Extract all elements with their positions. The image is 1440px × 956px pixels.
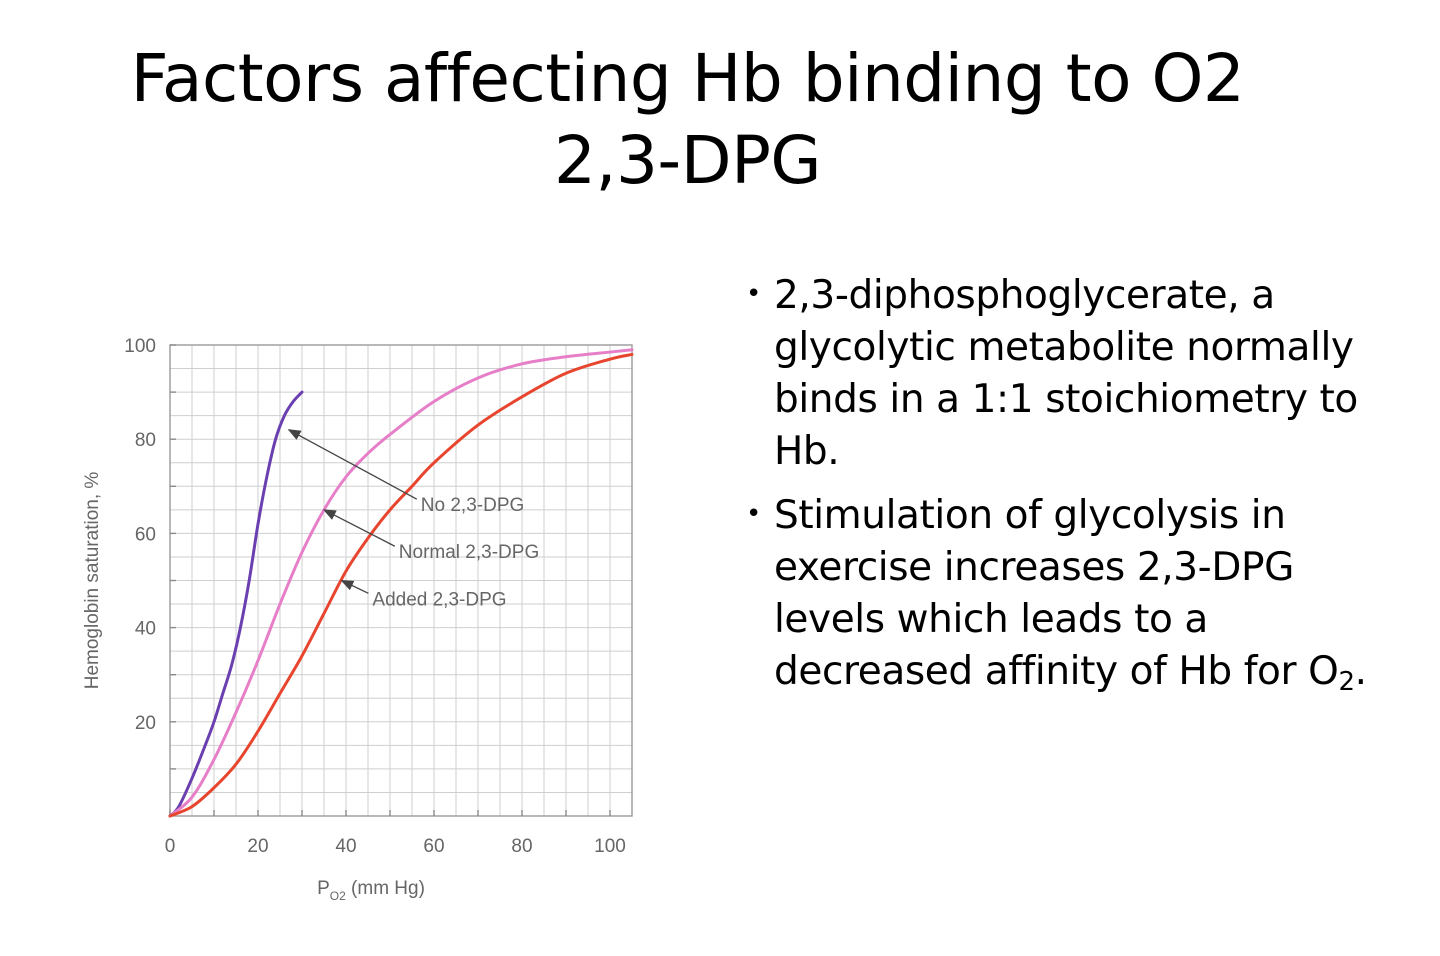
bullet-item-1: • 2,3-diphosphoglycerate, a glycolytic me… — [712, 268, 1412, 478]
y-tick-label: 80 — [135, 430, 156, 451]
title-line-2: 2,3-DPG — [553, 122, 822, 199]
x-tick-label: 20 — [247, 836, 268, 857]
bullet-subscript: 2 — [1338, 667, 1355, 697]
series-line-3 — [168, 352, 634, 818]
annotation-arrow-1 — [287, 429, 418, 500]
y-tick-label: 100 — [124, 336, 156, 357]
annotation-label-1: No 2,3-DPG — [421, 495, 524, 516]
annotation-label-2: Normal 2,3-DPG — [399, 542, 539, 563]
x-tick-label: 80 — [511, 836, 532, 857]
bullet-dot: • — [746, 499, 761, 529]
bullet-text-1: 2,3-diphosphoglycerate, a glycolytic met… — [774, 273, 1358, 474]
y-tick-label: 40 — [135, 619, 156, 640]
chart-svg: 0 20 40 60 80 100 20 40 60 80 100 Hemoglobin satura… — [82, 336, 634, 903]
x-tick-label: 100 — [594, 836, 626, 857]
y-axis-label: Hemoglobin saturation, % — [82, 472, 103, 690]
bullet-list: • 2,3-diphosphoglycerate, a glycolytic me… — [712, 268, 1412, 708]
bullet-text-2: Stimulation of glycolysis in exercise in… — [774, 493, 1339, 694]
x-axis-label: PO2 (mm Hg) — [317, 878, 425, 903]
title-line-1: Factors affecting Hb binding to O2 — [130, 40, 1245, 117]
x-tick-label: 40 — [335, 836, 356, 857]
bullet-item-2: • Stimulation of glycolysis in exercise i… — [712, 488, 1412, 698]
x-tick-label: 0 — [165, 836, 176, 857]
x-tick-label: 60 — [423, 836, 444, 857]
y-tick-label: 60 — [135, 524, 156, 545]
series-line-1 — [168, 390, 304, 818]
series-line-2 — [168, 348, 634, 818]
bullet-dot: • — [746, 279, 761, 309]
bullet-text-2-end: . — [1354, 649, 1367, 694]
oxygen-dissociation-chart: 0 20 40 60 80 100 20 40 60 80 100 Hemoglobin satura… — [60, 320, 680, 920]
annotation-arrow-2 — [322, 509, 396, 547]
y-tick-label: 20 — [135, 713, 156, 734]
slide-title: Factors affecting Hb binding to O2 2,3-D… — [0, 38, 1375, 202]
annotation-arrow-3 — [340, 579, 369, 594]
annotation-label-3: Added 2,3-DPG — [372, 589, 506, 610]
